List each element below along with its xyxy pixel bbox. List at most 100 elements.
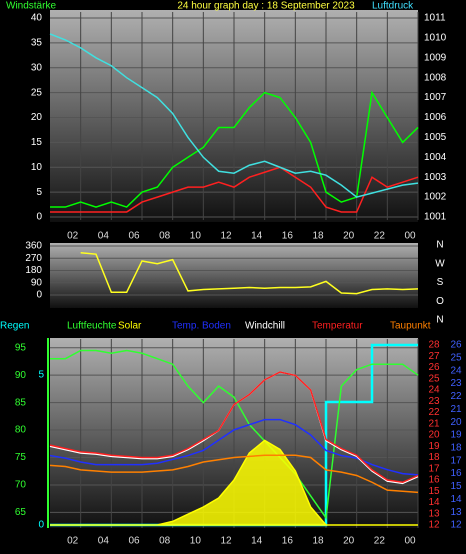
tick-label: 1005 [424,132,447,143]
tick-label: 360 [25,241,42,252]
tick-label: 5 [36,187,42,198]
x-tick-label: 06 [128,231,140,242]
tick-label: S [437,277,444,288]
x-tick-label: 00 [404,231,416,242]
x-tick-label: 16 [282,536,294,547]
tick-label: 16 [450,468,462,479]
tick-label: 23 [450,378,462,389]
series-line [49,371,419,484]
x-tick-label: 04 [98,231,110,242]
x-tick-label: 10 [190,231,202,242]
tick-label: 35 [31,38,43,49]
tick-label: 70 [15,480,27,491]
tick-label: 1001 [424,212,447,223]
tick-label: 1006 [424,112,447,123]
x-tick-label: 04 [98,536,110,547]
x-tick-label: 08 [159,231,171,242]
x-tick-label: 08 [159,536,171,547]
tick-label: 20 [428,430,440,441]
tick-label: 1004 [424,152,447,163]
tick-label: W [435,258,445,269]
x-tick-label: 14 [251,231,263,242]
tick-label: 15 [31,137,43,148]
tick-label: 19 [428,441,440,452]
x-tick-label: 02 [67,231,79,242]
legend-entry: Temp. Boden [172,321,231,332]
x-tick-label: 20 [343,536,355,547]
tick-label: 20 [450,417,462,428]
tick-label: 20 [31,112,43,123]
x-tick-label: 20 [343,231,355,242]
tick-label: 22 [450,391,462,402]
x-tick-label: 12 [220,536,232,547]
tick-label: 13 [450,507,462,518]
tick-label: 15 [450,481,462,492]
y-axis-label: Windstärke [6,1,56,12]
tick-label: 65 [15,507,27,518]
tick-label: 1011 [424,13,446,24]
x-tick-label: 10 [190,536,202,547]
tick-label: 21 [450,404,462,415]
tick-label: 13 [428,508,440,519]
tick-label: 14 [428,497,440,508]
tick-label: 1010 [424,33,447,44]
tick-label: 85 [15,397,27,408]
tick-label: 75 [15,452,27,463]
x-tick-label: 12 [220,231,232,242]
x-tick-label: 00 [404,536,416,547]
tick-label: 19 [450,430,462,441]
tick-label: 30 [31,62,43,73]
x-tick-label: 06 [128,536,140,547]
series-line [50,349,419,520]
x-tick-label: 18 [312,536,324,547]
tick-label: 1007 [424,92,447,103]
x-tick-label: 14 [251,536,263,547]
tick-label: 1002 [424,192,447,203]
tick-label: 18 [428,452,440,463]
tick-label: 25 [31,87,43,98]
series-line [49,33,419,198]
tick-label: 14 [450,494,462,505]
tick-label: 24 [428,385,440,396]
tick-label: 0 [36,212,42,223]
legend-entry: Taupunkt [390,321,431,332]
x-tick-label: 22 [374,536,386,547]
tick-label: 95 [15,342,27,353]
tick-label: 28 [428,340,440,351]
tick-label: 17 [428,463,440,474]
tick-label: 12 [428,520,440,531]
series-line [49,418,419,476]
tick-label: 27 [428,351,440,362]
tick-label: 16 [428,475,440,486]
tick-label: 22 [428,407,440,418]
series-line [50,166,419,213]
series-line [80,252,419,295]
x-tick-label: 18 [312,231,324,242]
tick-label: 90 [31,277,43,288]
tick-label: 1008 [424,72,447,83]
tick-label: 1003 [424,172,447,183]
tick-label: 23 [428,396,440,407]
tick-label: 80 [15,425,27,436]
x-tick-label: 22 [374,231,386,242]
legend-entry: Windchill [245,321,285,332]
legend-entry: Regen [0,321,29,332]
tick-label: 25 [450,352,462,363]
series-line [49,454,419,494]
tick-label: 15 [428,486,440,497]
series-line [50,439,418,526]
tick-label: 270 [25,253,42,264]
tick-label: 0 [38,520,44,531]
tick-label: 90 [15,370,27,381]
tick-label: 26 [450,340,462,351]
tick-label: 26 [428,362,440,373]
tick-label: 18 [450,442,462,453]
tick-label: 40 [31,13,43,24]
tick-label: 17 [450,455,462,466]
x-tick-label: 16 [282,231,294,242]
legend-entry: Luftfeuchte [67,321,117,332]
tick-label: 21 [428,418,440,429]
tick-label: 12 [450,520,462,531]
tick-label: 25 [428,373,440,384]
